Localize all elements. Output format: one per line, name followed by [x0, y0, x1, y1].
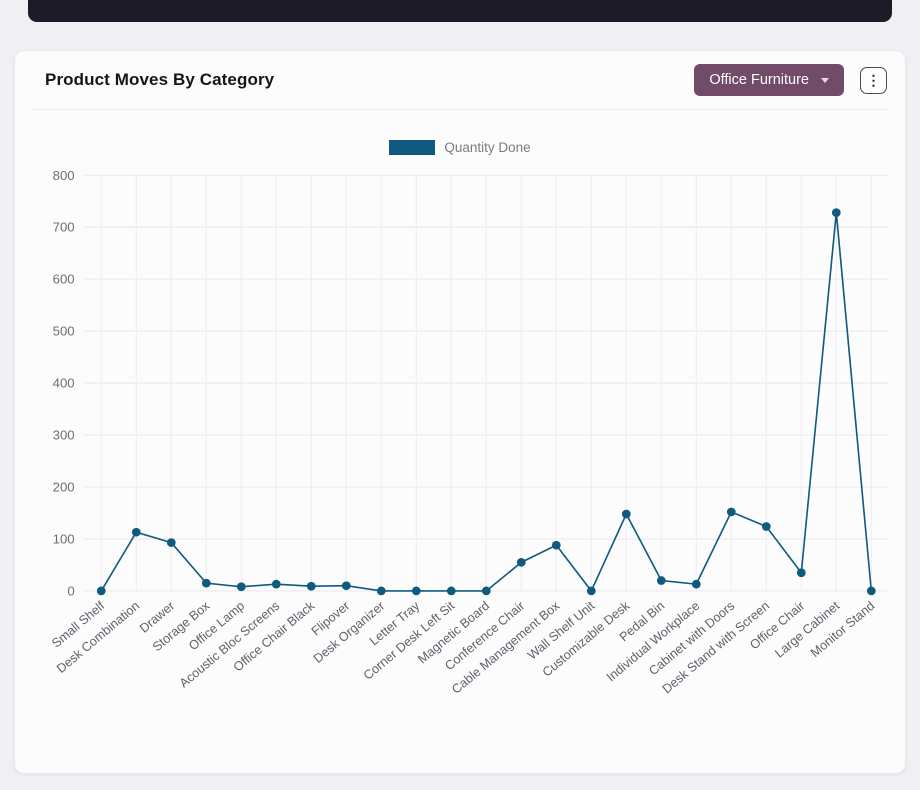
card-title: Product Moves By Category	[45, 70, 275, 89]
svg-text:800: 800	[53, 168, 75, 183]
svg-text:300: 300	[53, 428, 75, 443]
card-header: Product Moves By Category Office Furnitu…	[15, 51, 905, 109]
svg-text:100: 100	[53, 532, 75, 547]
svg-text:700: 700	[53, 220, 75, 235]
svg-text:500: 500	[53, 324, 75, 339]
category-filter-dropdown[interactable]: Office Furniture	[694, 64, 844, 96]
top-navbar	[28, 0, 892, 22]
header-divider	[31, 109, 889, 110]
chevron-down-icon	[821, 77, 829, 83]
svg-text:600: 600	[53, 272, 75, 287]
chart-card: Product Moves By Category Office Furnitu…	[14, 50, 906, 774]
kebab-menu-icon: ⋮	[866, 72, 881, 88]
category-filter-label: Office Furniture	[709, 72, 809, 88]
svg-text:400: 400	[53, 376, 75, 391]
legend-label: Quantity Done	[444, 140, 531, 155]
header-actions: Office Furniture ⋮	[694, 64, 887, 96]
chart-legend[interactable]: Quantity Done	[27, 140, 893, 155]
svg-text:0: 0	[67, 583, 74, 598]
chart-area: Quantity Done 0 100 200 300 400 500 600 700 800 S…	[15, 110, 905, 753]
more-options-button[interactable]: ⋮	[860, 66, 887, 94]
svg-text:200: 200	[53, 480, 75, 495]
legend-swatch	[389, 140, 436, 155]
